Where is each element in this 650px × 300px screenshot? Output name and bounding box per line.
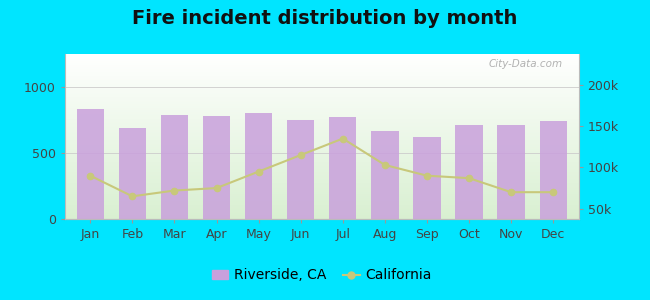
Bar [245,113,272,219]
Bar [203,116,230,219]
Text: Fire incident distribution by month: Fire incident distribution by month [133,9,517,28]
Bar [77,110,104,219]
Bar [540,121,567,219]
Bar [413,136,441,219]
Bar [119,128,146,219]
Bar [161,115,188,219]
Legend: Riverside, CA, California: Riverside, CA, California [206,263,437,288]
Bar [371,131,398,219]
Bar [329,117,356,219]
Bar [287,120,315,219]
Bar [456,124,483,219]
Bar [497,124,525,219]
Text: City-Data.com: City-Data.com [489,59,563,69]
